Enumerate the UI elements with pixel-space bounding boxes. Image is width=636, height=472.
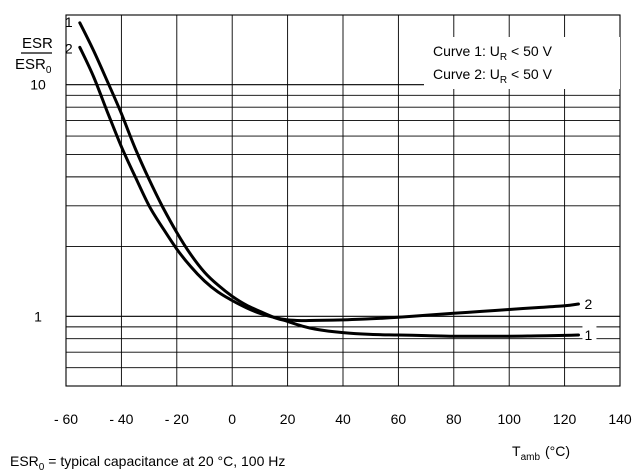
y-axis-label-denominator-sub: 0 (46, 65, 52, 76)
x-tick-label: - 40 (109, 411, 133, 427)
footnote: ESR0 = typical capacitance at 20 °C, 100… (10, 453, 285, 472)
legend-entry-2-suffix: < 50 V (507, 66, 552, 82)
x-tick-label: 20 (280, 411, 296, 427)
curve-label-1-right: 1 (584, 327, 592, 343)
legend-entry-1-prefix: Curve 1: U (433, 43, 500, 59)
x-tick-label: - 20 (165, 411, 189, 427)
x-tick-label: 80 (446, 411, 462, 427)
footnote-sub: 0 (39, 462, 45, 472)
curve-label-2-right-bg (582, 294, 597, 311)
series-curves: 1 1 2 2 (65, 14, 597, 343)
y-tick-label: 10 (30, 77, 46, 93)
x-tick-label: 60 (391, 411, 407, 427)
x-tick-label: - 60 (54, 411, 78, 427)
curve-2 (78, 45, 580, 323)
footnote-rest: = typical capacitance at 20 °C, 100 Hz (44, 453, 285, 469)
curve-label-2-left: 2 (65, 40, 73, 56)
footnote-main: ESR (10, 453, 39, 469)
plot-grid (65, 14, 621, 387)
y-axis-label-denominator-main: ESR (15, 56, 46, 73)
y-axis-label-denominator: ESR0 (15, 56, 52, 76)
legend-entry-1-suffix: < 50 V (507, 43, 552, 59)
curve-label-1-right-bg (582, 326, 597, 343)
x-tick-label: 0 (228, 411, 236, 427)
y-axis-label: ESR ESR0 (15, 35, 53, 76)
x-tick-label: 120 (553, 411, 577, 427)
x-tick-label: 100 (498, 411, 522, 427)
legend: Curve 1: UR < 50 V Curve 2: UR < 50 V (424, 37, 620, 89)
legend-box (424, 37, 620, 89)
x-axis-label-sub: amb (521, 452, 541, 463)
curve-label-1-left: 1 (65, 14, 73, 30)
legend-entry-2-prefix: Curve 2: U (433, 66, 500, 82)
x-axis-label-main: T (512, 443, 521, 459)
legend-entry-2-sub: R (500, 75, 507, 86)
x-axis-label: Tamb (°C) (512, 443, 570, 463)
legend-entry-1-sub: R (500, 52, 507, 63)
y-axis-label-numerator: ESR (22, 35, 53, 52)
x-axis-label-unit: (°C) (545, 443, 570, 459)
tick-labels: - 60 - 40 - 20 0 20 40 60 80 100 120 140 10 1 (30, 77, 632, 427)
legend-entry-1: Curve 1: UR < 50 V (433, 43, 553, 63)
curve-label-2-right: 2 (584, 296, 592, 312)
legend-entry-2: Curve 2: UR < 50 V (433, 66, 553, 86)
y-tick-label: 1 (34, 308, 42, 324)
x-tick-label: 140 (608, 411, 632, 427)
x-tick-label: 40 (335, 411, 351, 427)
